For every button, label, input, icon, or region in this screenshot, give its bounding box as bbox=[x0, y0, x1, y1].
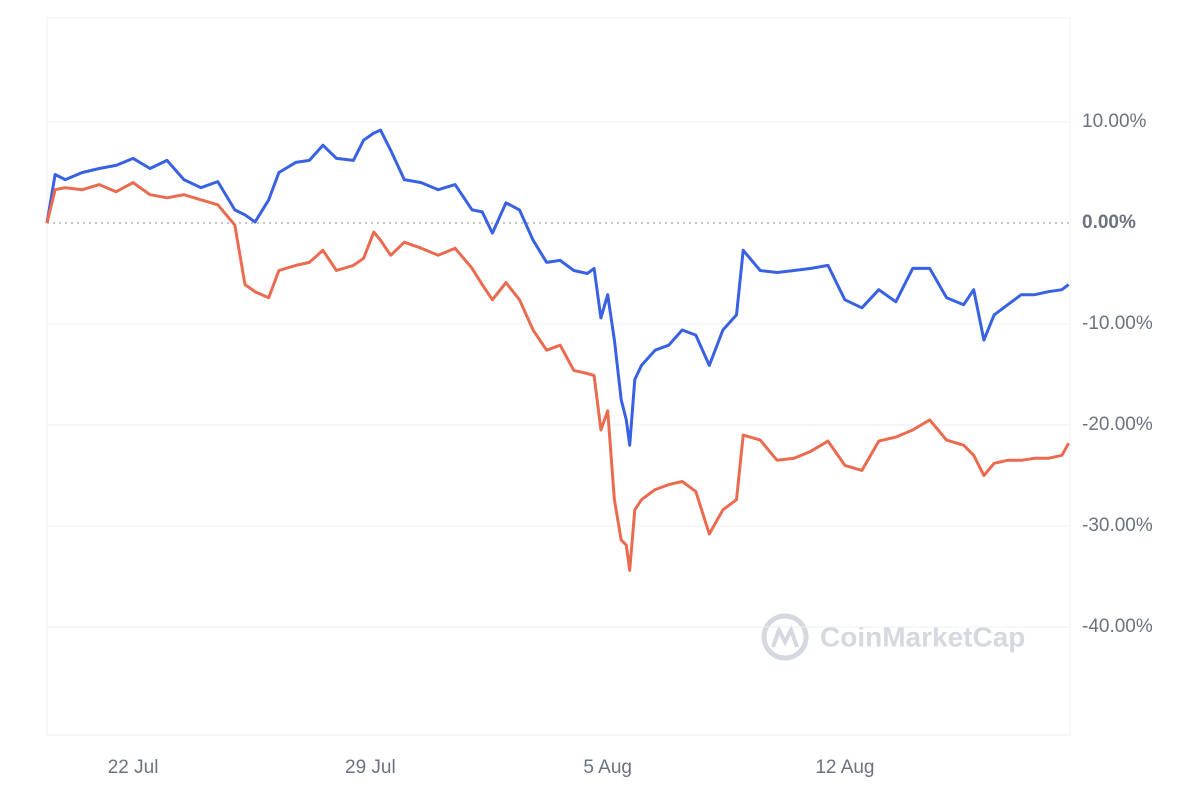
x-tick-label: 5 Aug bbox=[583, 757, 632, 778]
plot-frame bbox=[46, 17, 1071, 736]
y-tick-label: -10.00% bbox=[1082, 313, 1153, 334]
line-series bbox=[45, 128, 1070, 447]
watermark-logo bbox=[761, 613, 809, 661]
y-tick-label: -40.00% bbox=[1082, 616, 1153, 637]
y-tick-label: -20.00% bbox=[1082, 414, 1153, 435]
watermark: CoinMarketCap bbox=[761, 613, 1025, 661]
y-tick-label: 10.00% bbox=[1082, 111, 1147, 132]
watermark-logo-mark bbox=[771, 624, 799, 648]
x-tick-label: 12 Aug bbox=[815, 757, 874, 778]
x-tick-label: 22 Jul bbox=[108, 757, 159, 778]
watermark-text: CoinMarketCap bbox=[820, 621, 1025, 652]
y-tick-label: -30.00% bbox=[1082, 515, 1153, 536]
line-series bbox=[45, 181, 1070, 572]
y-tick-label: 0.00% bbox=[1082, 212, 1136, 233]
x-tick-label: 29 Jul bbox=[345, 757, 396, 778]
